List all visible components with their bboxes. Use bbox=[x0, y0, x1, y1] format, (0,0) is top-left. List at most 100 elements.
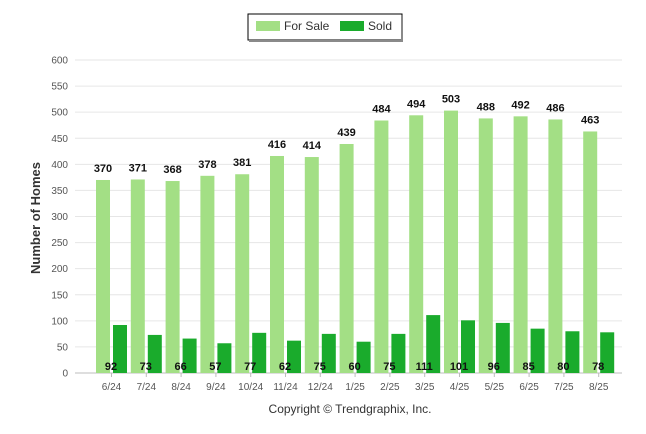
legend-swatch-for-sale bbox=[256, 21, 280, 31]
bar-sold bbox=[426, 315, 441, 373]
bar-for-sale bbox=[409, 115, 424, 374]
data-label-sold: 57 bbox=[209, 361, 221, 373]
data-labels: 370 92 371 73 368 66 378 57 381 77 416 62 414 75 439 60… bbox=[94, 94, 605, 373]
x-tick-label: 1/25 bbox=[345, 382, 365, 393]
bar-for-sale bbox=[478, 118, 493, 373]
y-tick-label: 500 bbox=[51, 108, 68, 119]
bar-for-sale bbox=[130, 179, 145, 373]
y-tick-label: 50 bbox=[57, 342, 69, 353]
legend: For Sale Sold bbox=[247, 13, 403, 42]
bar-for-sale bbox=[444, 110, 458, 373]
bar-sold bbox=[147, 334, 162, 373]
data-label-for-sale: 414 bbox=[303, 140, 322, 152]
x-tick-label: 8/24 bbox=[171, 382, 191, 393]
data-label-sold: 75 bbox=[383, 361, 395, 373]
x-tick-label: 2/25 bbox=[380, 382, 400, 393]
x-tick-label: 3/25 bbox=[415, 382, 435, 393]
x-tick-label: 12/24 bbox=[308, 382, 333, 393]
y-tick-label: 100 bbox=[51, 316, 68, 327]
bar-sold bbox=[287, 340, 301, 373]
data-label-for-sale: 371 bbox=[129, 162, 147, 174]
x-tick-label: 7/25 bbox=[554, 382, 574, 393]
data-label-sold: 78 bbox=[592, 361, 604, 373]
y-tick-label: 300 bbox=[51, 212, 68, 223]
bar-sold bbox=[530, 328, 545, 373]
data-label-for-sale: 463 bbox=[581, 114, 599, 126]
bar-for-sale bbox=[583, 131, 598, 373]
x-tick-label: 9/24 bbox=[206, 382, 226, 393]
bar-sold bbox=[461, 320, 475, 373]
y-tick-label: 400 bbox=[51, 160, 68, 171]
data-label-sold: 85 bbox=[522, 361, 534, 373]
y-tick-label: 600 bbox=[51, 56, 68, 67]
bar-sold bbox=[182, 338, 197, 373]
bar-sold bbox=[252, 332, 267, 373]
y-axis-label: Number of Homes bbox=[28, 162, 43, 274]
bar-for-sale bbox=[374, 120, 389, 373]
bar-sold bbox=[321, 333, 336, 373]
y-tick-label: 450 bbox=[51, 134, 68, 145]
bars bbox=[96, 110, 615, 374]
data-label-sold: 96 bbox=[488, 361, 500, 373]
y-tick-label: 250 bbox=[51, 238, 68, 249]
data-label-sold: 77 bbox=[244, 361, 256, 373]
data-label-for-sale: 486 bbox=[546, 102, 564, 114]
data-label-sold: 73 bbox=[140, 361, 152, 373]
data-label-sold: 60 bbox=[348, 361, 360, 373]
bar-sold bbox=[113, 325, 127, 373]
bar-for-sale bbox=[513, 116, 528, 373]
y-tick-label: 350 bbox=[51, 186, 68, 197]
bar-for-sale bbox=[96, 179, 110, 373]
y-tick-label: 0 bbox=[62, 369, 68, 380]
data-label-for-sale: 378 bbox=[198, 159, 216, 171]
data-label-for-sale: 492 bbox=[511, 99, 529, 111]
legend-swatch-sold bbox=[340, 21, 364, 31]
x-tick-label: 6/25 bbox=[519, 382, 539, 393]
y-tick-label: 150 bbox=[51, 290, 68, 301]
bar-for-sale bbox=[304, 157, 319, 373]
bar-for-sale bbox=[548, 119, 563, 373]
x-axis-ticks: 6/24 7/24 8/24 9/24 10/24 11/24 12/24 1/25 2/25 3… bbox=[102, 373, 609, 393]
bar-sold bbox=[600, 332, 615, 373]
x-tick-label: 8/25 bbox=[589, 382, 609, 393]
bar-sold bbox=[217, 343, 232, 373]
copyright-credit: Copyright © Trendgraphix, Inc. bbox=[269, 402, 432, 416]
data-label-sold: 80 bbox=[557, 361, 569, 373]
data-label-for-sale: 494 bbox=[407, 98, 426, 110]
bar-for-sale bbox=[165, 181, 180, 373]
y-tick-label: 550 bbox=[51, 82, 68, 93]
data-label-for-sale: 484 bbox=[372, 104, 391, 116]
data-label-for-sale: 368 bbox=[163, 164, 181, 176]
data-label-for-sale: 370 bbox=[94, 163, 112, 175]
x-tick-label: 11/24 bbox=[273, 382, 298, 393]
bar-for-sale bbox=[200, 175, 215, 373]
bar-sold bbox=[356, 341, 371, 373]
x-tick-label: 6/24 bbox=[102, 382, 122, 393]
legend-label-for-sale: For Sale bbox=[284, 19, 330, 33]
data-label-sold: 92 bbox=[105, 361, 117, 373]
data-label-for-sale: 439 bbox=[337, 127, 355, 139]
data-label-sold: 66 bbox=[174, 361, 186, 373]
x-tick-label: 7/24 bbox=[137, 382, 157, 393]
data-label-for-sale: 488 bbox=[477, 101, 495, 113]
bar-for-sale bbox=[235, 174, 250, 373]
legend-label-sold: Sold bbox=[368, 19, 392, 33]
bar-for-sale bbox=[270, 155, 284, 373]
data-label-sold: 111 bbox=[416, 361, 433, 373]
bar-sold bbox=[391, 333, 406, 373]
bar-sold bbox=[565, 331, 580, 373]
y-axis-ticks: 0 50 100 150 200 250 300 350 400 450 500 550 600 bbox=[51, 56, 68, 380]
x-tick-label: 5/25 bbox=[485, 382, 505, 393]
x-tick-label: 4/25 bbox=[450, 382, 470, 393]
y-tick-label: 200 bbox=[51, 264, 68, 275]
data-label-for-sale: 416 bbox=[268, 139, 286, 151]
x-tick-label: 10/24 bbox=[238, 382, 263, 393]
data-label-sold: 62 bbox=[279, 361, 291, 373]
bar-sold bbox=[495, 322, 510, 373]
data-label-for-sale: 381 bbox=[233, 157, 251, 169]
data-label-sold: 75 bbox=[314, 361, 326, 373]
bar-for-sale bbox=[339, 143, 354, 373]
data-label-for-sale: 503 bbox=[442, 94, 460, 106]
data-label-sold: 101 bbox=[450, 361, 468, 373]
